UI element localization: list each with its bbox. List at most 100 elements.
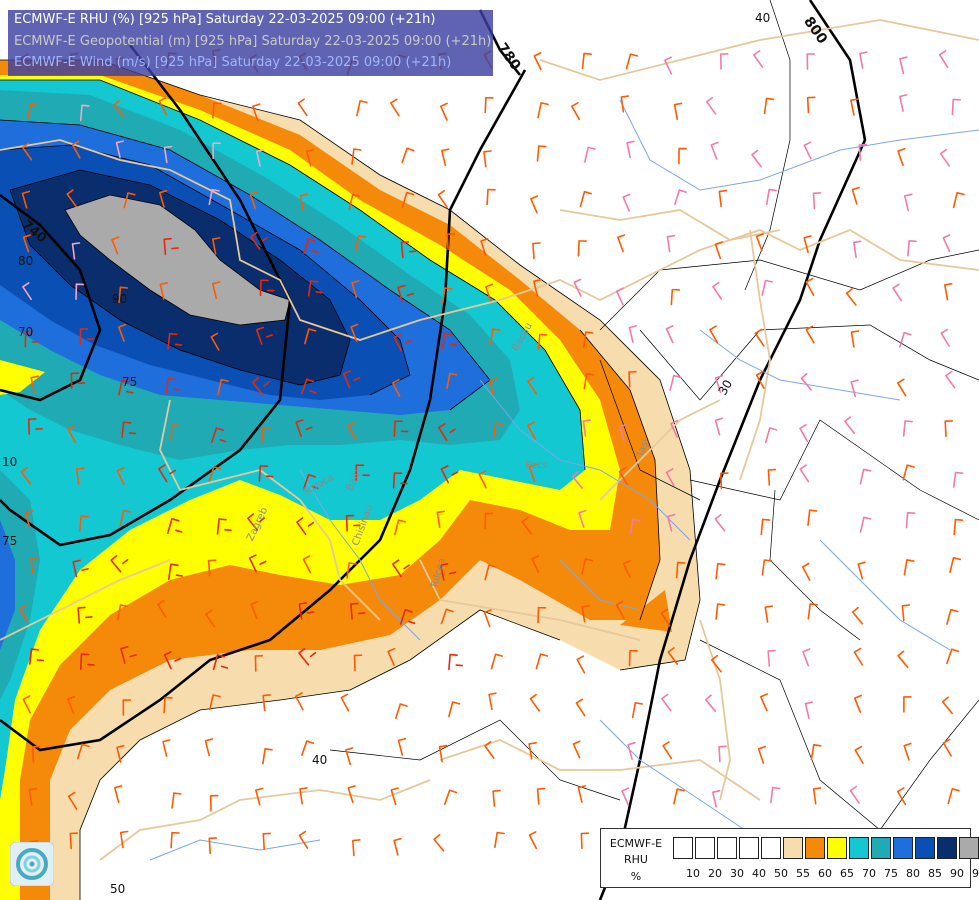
- wind-barb-icon: [259, 279, 275, 296]
- wind-barb-icon: [521, 516, 532, 535]
- wind-barb-icon: [572, 740, 581, 759]
- wind-barb-icon: [158, 464, 176, 483]
- wind-barb-icon: [810, 743, 822, 761]
- legend-tick-label: 75: [884, 867, 898, 880]
- wind-barb-icon: [484, 96, 494, 114]
- wind-barb-icon: [718, 189, 728, 208]
- wind-barb-icon: [394, 519, 407, 536]
- wind-barb-icon: [714, 513, 726, 532]
- wind-barb-icon: [537, 333, 548, 351]
- wind-barb-icon: [212, 142, 221, 159]
- wind-barb-icon: [66, 189, 77, 208]
- wind-barb-icon: [216, 518, 232, 535]
- wind-barb-icon: [627, 742, 636, 760]
- wind-barb-icon: [660, 608, 671, 627]
- wind-barb-icon: [446, 233, 456, 250]
- wind-barb-icon: [492, 422, 504, 439]
- wind-barb-icon: [709, 325, 719, 344]
- wind-barb-icon: [250, 231, 269, 250]
- wind-barb-icon: [118, 323, 127, 342]
- wind-barb-icon: [301, 378, 317, 395]
- wind-barb-icon: [669, 374, 682, 391]
- wind-barb-icon: [945, 370, 956, 389]
- wind-barb-icon: [710, 654, 722, 673]
- wind-barb-icon: [799, 464, 810, 483]
- wind-barb-icon: [247, 513, 266, 531]
- wind-barbs: [19, 49, 965, 858]
- wind-barb-icon: [354, 235, 367, 252]
- wind-barb-icon: [678, 147, 687, 165]
- wind-barb-icon: [715, 563, 726, 580]
- wind-barb-icon: [71, 242, 81, 260]
- wind-barb-icon: [845, 288, 857, 306]
- wind-barb-icon: [170, 424, 180, 441]
- legend-model: ECMWF-E: [609, 837, 663, 850]
- wind-barb-icon: [494, 831, 505, 849]
- wind-barb-icon: [345, 514, 361, 532]
- wind-barb-icon: [536, 145, 547, 162]
- wind-barb-icon: [712, 789, 721, 808]
- wind-barb-icon: [705, 96, 717, 115]
- wind-barb-icon: [764, 605, 773, 623]
- wind-barb-icon: [667, 647, 678, 665]
- wind-barb-icon: [163, 145, 173, 164]
- wind-barb-icon: [899, 94, 908, 112]
- wind-barb-icon: [248, 554, 267, 573]
- wind-barb-icon: [897, 378, 907, 397]
- wind-barb-icon: [298, 647, 317, 666]
- wind-barb-icon: [812, 787, 822, 805]
- wind-barb-icon: [79, 104, 90, 122]
- wind-barb-icon: [802, 648, 811, 667]
- wind-barb-icon: [674, 189, 687, 206]
- wind-barb-icon: [212, 237, 221, 255]
- wind-barb-icon: [345, 747, 354, 766]
- country-borders: [0, 19, 979, 861]
- wind-barb-icon: [761, 279, 774, 296]
- wind-barb-icon: [157, 599, 167, 618]
- wind-barb-icon: [296, 517, 315, 536]
- wind-barb-icon: [899, 56, 908, 75]
- title-box: ECMWF-E RHU (%) [925 hPa] Saturday 22-03…: [8, 10, 493, 76]
- wind-barb-icon: [803, 141, 812, 160]
- wind-barb-icon: [70, 372, 86, 389]
- wind-barb-icon: [946, 648, 960, 665]
- wind-barb-icon: [399, 609, 416, 625]
- wind-barb-icon: [858, 143, 868, 161]
- wind-barb-icon: [537, 606, 547, 624]
- wind-barb-icon: [799, 424, 809, 443]
- wind-barb-icon: [903, 742, 912, 761]
- wind-barb-icon: [205, 609, 215, 628]
- wind-barb-icon: [120, 646, 137, 664]
- wind-barb-icon: [208, 188, 220, 206]
- wind-barb-icon: [79, 653, 95, 670]
- wind-barb-icon: [763, 97, 775, 115]
- wind-barb-icon: [340, 693, 350, 712]
- legend-tick-label: 50: [774, 867, 788, 880]
- wind-barb-icon: [392, 559, 410, 578]
- wind-barb-icon: [953, 518, 964, 536]
- wind-barb-icon: [765, 188, 777, 205]
- wind-barb-icon: [351, 148, 362, 165]
- wind-barb-icon: [714, 417, 723, 436]
- wind-barb-icon: [939, 148, 950, 167]
- wind-barb-icon: [351, 280, 360, 299]
- wind-barb-icon: [531, 555, 540, 574]
- legend-swatch: [761, 837, 781, 859]
- wind-barb-icon: [76, 743, 90, 760]
- legend-tick-label: 80: [906, 867, 920, 880]
- wind-barb-icon: [704, 694, 717, 712]
- wind-barb-icon: [536, 787, 546, 805]
- legend-swatch: [783, 837, 803, 859]
- wind-barb-icon: [947, 788, 960, 805]
- wind-barb-icon: [670, 288, 681, 306]
- wind-barb-icon: [806, 53, 815, 70]
- wind-barb-icon: [28, 418, 43, 435]
- rhu-label-75a: 75: [122, 375, 137, 389]
- legend-tick-label: 30: [730, 867, 744, 880]
- wind-barb-icon: [209, 694, 221, 711]
- wind-barb-icon: [437, 190, 448, 208]
- wind-barb-icon: [480, 238, 489, 257]
- wind-barb-icon: [849, 785, 860, 804]
- wind-barb-icon: [581, 605, 590, 623]
- wind-barb-icon: [575, 698, 586, 717]
